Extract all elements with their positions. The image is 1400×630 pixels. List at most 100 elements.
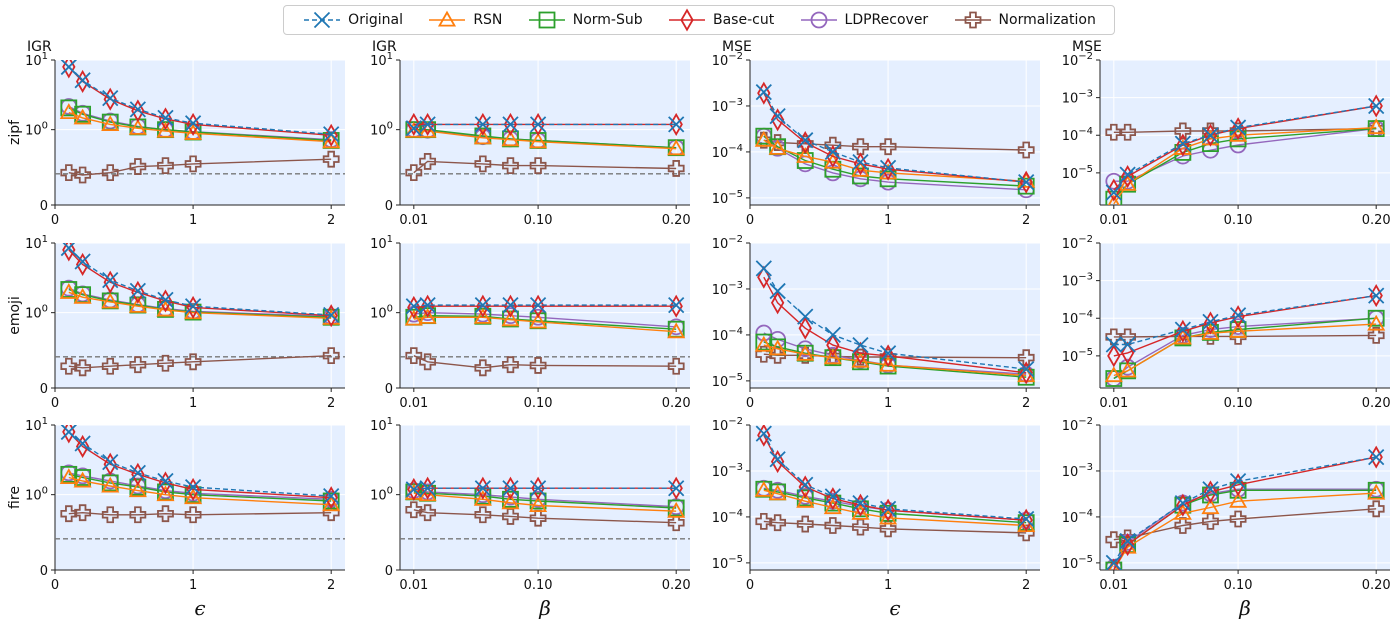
- x-tick-label: 0.20: [1362, 213, 1391, 228]
- point-normalization: [74, 166, 92, 184]
- point-rsn: [796, 147, 815, 163]
- legend-item-original: Original: [302, 10, 403, 30]
- point-normalization: [405, 347, 423, 365]
- series-line-ldprecover: [68, 472, 332, 500]
- point-rsn: [1118, 361, 1137, 378]
- series-group: [404, 294, 686, 377]
- point-rsn: [128, 296, 147, 313]
- point-original: [60, 60, 77, 76]
- point-base-cut: [158, 107, 173, 131]
- point-original: [157, 291, 174, 309]
- point-base-cut: [186, 295, 200, 319]
- y-tick-exponent: 0: [42, 304, 48, 315]
- point-base-cut: [158, 289, 173, 313]
- x-tick-label: 1: [884, 213, 892, 228]
- point-norm-sub: [60, 465, 78, 483]
- point-normalization: [129, 356, 147, 374]
- point-original: [184, 115, 202, 132]
- legend-label-original: Original: [348, 12, 403, 28]
- point-rsn: [418, 121, 437, 138]
- y-tick-exponent: −3: [728, 97, 743, 108]
- point-rsn: [128, 481, 147, 498]
- point-rsn: [667, 139, 686, 156]
- point-normalization: [796, 515, 814, 533]
- point-rsn: [322, 132, 341, 149]
- point-rsn: [473, 307, 492, 324]
- point-normalization: [879, 348, 897, 366]
- y-tick-base: 10: [1062, 129, 1079, 144]
- point-rsn: [473, 128, 492, 145]
- point-original: [797, 132, 814, 149]
- y-tick-exponent: 0: [387, 304, 393, 315]
- point-rsn: [823, 498, 842, 515]
- x-tick-label: 0: [746, 213, 754, 228]
- y-axis-label: IGR: [27, 39, 52, 55]
- point-original: [879, 159, 897, 176]
- point-original: [474, 480, 491, 497]
- y-tick-exponent: −5: [728, 554, 743, 565]
- point-original: [60, 243, 77, 257]
- point-base-cut: [1203, 480, 1218, 504]
- point-original: [879, 500, 897, 517]
- y-tick-exponent: −5: [1078, 347, 1093, 358]
- point-normalization: [852, 518, 869, 536]
- point-normalization: [60, 357, 78, 375]
- point-base-cut: [770, 108, 785, 132]
- y-tick-label: 10−5: [1062, 347, 1093, 365]
- point-original: [405, 481, 422, 498]
- point-base-cut: [186, 477, 200, 501]
- series-line-base-cut: [68, 431, 332, 499]
- point-rsn: [529, 312, 548, 329]
- x-tick-label: 0.20: [662, 396, 691, 411]
- y-tick-label: 10−4: [712, 508, 743, 526]
- y-tick-base: 10: [25, 124, 42, 139]
- point-base-cut: [476, 294, 490, 318]
- point-original: [1229, 307, 1247, 324]
- point-base-cut: [131, 280, 145, 304]
- x-tick-label: 0.01: [399, 578, 428, 593]
- point-original: [323, 126, 340, 143]
- legend-swatch-rsn: [429, 10, 466, 27]
- y-tick-exponent: −4: [728, 326, 743, 337]
- x-axis-label: ϵ: [194, 596, 205, 620]
- point-rsn: [1367, 118, 1386, 135]
- point-normalization: [1367, 327, 1385, 344]
- point-normalization: [1174, 517, 1192, 534]
- y-tick-base: 10: [712, 54, 729, 69]
- x-tick-label: 2: [1022, 213, 1030, 228]
- series-line-original: [1113, 294, 1377, 346]
- x-axis-label: ϵ: [889, 596, 900, 620]
- point-norm-sub: [1229, 481, 1247, 499]
- legend-label-normalization: Normalization: [998, 12, 1096, 28]
- point-rsn: [879, 355, 898, 372]
- point-norm-sub: [755, 333, 773, 351]
- legend-item-rsn: RSN: [427, 10, 502, 30]
- panel-emoji-2: 10−510−410−310−20 1 2: [712, 234, 1040, 411]
- legend-marker-normalization: [964, 11, 981, 29]
- point-normalization: [1105, 123, 1123, 141]
- y-tick-label: 10−2: [1062, 234, 1093, 252]
- x-axis-label: β: [1238, 596, 1251, 620]
- y-tick-label: 10−5: [712, 372, 743, 390]
- y-tick-label: 101: [370, 51, 393, 69]
- series-line-normalization: [68, 158, 332, 176]
- point-normalization: [474, 359, 492, 377]
- point-rsn: [754, 130, 773, 147]
- point-ldprecover: [755, 324, 773, 342]
- point-base-cut: [1120, 341, 1135, 365]
- y-tick-label: 10−4: [1062, 309, 1093, 327]
- legend-item-normalization: Normalization: [953, 10, 1096, 30]
- point-original: [797, 308, 814, 325]
- point-original: [1105, 554, 1122, 570]
- point-original: [1018, 510, 1035, 528]
- y-tick-base: 10: [1062, 511, 1079, 526]
- legend-label-base-cut: Base-cut: [712, 12, 775, 28]
- point-normalization: [502, 157, 519, 175]
- point-normalization: [419, 504, 437, 522]
- point-base-cut: [503, 294, 518, 318]
- y-tick-label: 10−3: [1062, 462, 1093, 480]
- point-original: [157, 472, 174, 490]
- x-tick-label: 0.20: [1362, 578, 1391, 593]
- point-normalization: [879, 520, 897, 538]
- series-line-base-cut: [763, 434, 1027, 521]
